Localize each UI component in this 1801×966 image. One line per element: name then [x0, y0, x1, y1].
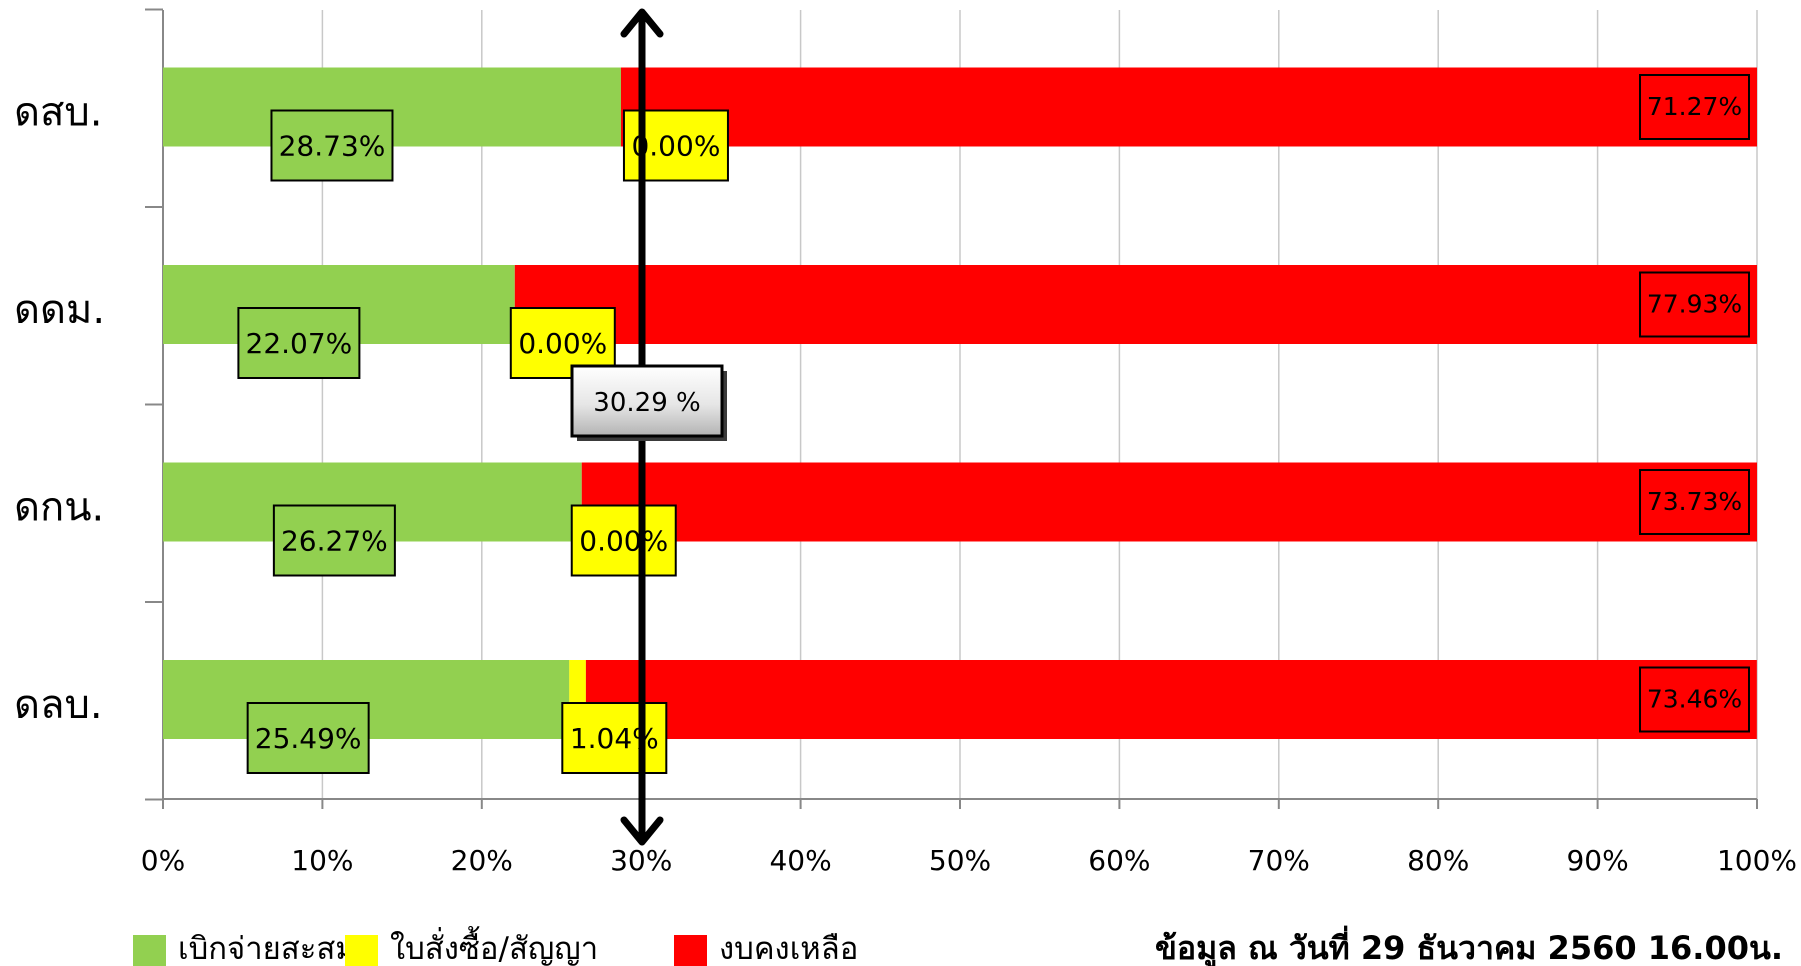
- legend-swatch: [133, 935, 166, 966]
- x-tick-label: 40%: [769, 844, 831, 877]
- data-label-box: [1639, 271, 1750, 338]
- data-label-disbursed: 28.73%: [279, 130, 386, 163]
- arrow-down-icon: [620, 816, 664, 846]
- x-tick-label: 10%: [291, 844, 353, 877]
- x-tick-label: 90%: [1566, 844, 1628, 877]
- bar-remaining: [620, 67, 1757, 147]
- data-label-purchase-order: 0.00%: [631, 130, 720, 163]
- data-label-box: [237, 307, 361, 379]
- category-label: ดดม.: [14, 287, 105, 333]
- x-tick-label: 60%: [1088, 844, 1150, 877]
- axes: 0% 10% 20% 30% 40% 50% 60% 70% 80% 90% 100% ดสบ. ดดม…: [14, 8, 1797, 877]
- data-label-box: [561, 702, 668, 774]
- category-label: ดลบ.: [14, 682, 103, 728]
- data-label-purchase-order: 0.00%: [579, 525, 668, 558]
- data-label-remaining: 71.27%: [1647, 92, 1742, 121]
- bars: [163, 67, 1757, 739]
- data-label-disbursed: 26.27%: [281, 525, 388, 558]
- x-tick-label: 80%: [1407, 844, 1469, 877]
- bar-remaining: [585, 660, 1757, 739]
- arrow-up-icon: [620, 8, 664, 38]
- bar-remaining: [581, 462, 1757, 542]
- data-label-remaining: 73.73%: [1647, 487, 1742, 516]
- x-tick-label: 70%: [1248, 844, 1310, 877]
- legend: เบิกจ่ายสะสม ใบสั่งซื้อ/สัญญา งบคงเหลือ: [133, 926, 858, 966]
- legend-label: ใบสั่งซื้อ/สัญญา: [390, 926, 598, 966]
- data-label-box: [1639, 666, 1750, 733]
- legend-swatch: [674, 935, 707, 966]
- legend-swatch: [345, 935, 378, 966]
- data-label-box: [570, 504, 677, 577]
- legend-label: เบิกจ่ายสะสม: [178, 931, 356, 966]
- reference-callout: [570, 364, 724, 438]
- data-label-remaining: 73.46%: [1647, 685, 1742, 714]
- x-tick-label: 100%: [1717, 844, 1797, 877]
- x-tick-label: 20%: [451, 844, 513, 877]
- data-label-remaining: 77.93%: [1647, 290, 1742, 319]
- reference-value-label: 30.29 %: [593, 388, 700, 418]
- category-label: ดกน.: [14, 485, 104, 531]
- x-tick-label: 0%: [141, 844, 185, 877]
- x-tick-label: 50%: [929, 844, 991, 877]
- data-labels: 28.73% 0.00% 71.27% 22.07% 0.00% 77.93% 26.27%…: [237, 74, 1750, 774]
- data-label-box: [270, 109, 394, 182]
- data-label-box: [272, 504, 396, 577]
- data-label-disbursed: 25.49%: [255, 722, 362, 755]
- data-label-disbursed: 22.07%: [246, 327, 353, 360]
- footer-note: ข้อมูล ณ วันที่ 29 ธันวาคม 2560 16.00น.: [1155, 925, 1783, 966]
- data-label-box: [1639, 469, 1750, 535]
- x-tick-label: 30%: [610, 844, 672, 877]
- reference-marker: 30.29 %: [570, 8, 727, 846]
- category-label: ดสบ.: [14, 90, 103, 136]
- data-label-box: [246, 702, 370, 774]
- data-label-purchase-order: 0.00%: [518, 327, 607, 360]
- bar-remaining: [514, 265, 1757, 344]
- legend-label: งบคงเหลือ: [719, 931, 858, 966]
- data-label-box: [1639, 74, 1750, 140]
